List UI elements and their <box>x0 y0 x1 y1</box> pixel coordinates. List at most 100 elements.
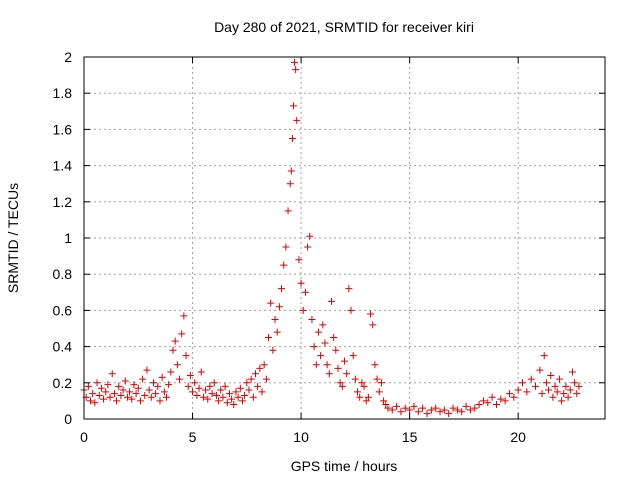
data-point <box>119 386 127 394</box>
data-point <box>271 315 279 323</box>
data-point <box>189 388 197 396</box>
data-point <box>462 402 470 410</box>
data-point <box>538 390 546 398</box>
data-point <box>401 404 409 412</box>
data-point <box>575 382 583 390</box>
data-point <box>165 381 173 389</box>
y-tick-label: 1.4 <box>53 158 73 174</box>
data-point <box>286 180 294 188</box>
x-tick-label: 5 <box>189 429 197 445</box>
data-point <box>345 285 353 293</box>
data-point <box>123 393 131 401</box>
data-point <box>304 243 312 251</box>
data-point <box>299 306 307 314</box>
data-point <box>362 397 370 405</box>
data-point <box>115 382 123 390</box>
data-point <box>297 279 305 287</box>
data-point <box>519 379 527 387</box>
data-point <box>132 390 140 398</box>
data-point <box>206 382 214 390</box>
data-point <box>314 328 322 336</box>
data-point <box>247 375 255 383</box>
data-point <box>130 381 138 389</box>
data-point <box>317 352 325 360</box>
y-axis-label: SRMTID / TECUs <box>5 183 21 293</box>
data-point <box>180 312 188 320</box>
data-point <box>91 399 99 407</box>
data-point <box>169 346 177 354</box>
y-tick-label: 2 <box>64 49 72 65</box>
x-axis-label: GPS time / hours <box>291 458 398 474</box>
data-point <box>547 372 555 380</box>
data-point <box>223 399 231 407</box>
data-point <box>377 379 385 387</box>
data-point <box>93 379 101 387</box>
data-point <box>193 391 201 399</box>
data-point <box>306 232 314 240</box>
data-point <box>367 310 375 318</box>
y-tick-label: 1.6 <box>53 121 73 137</box>
data-point <box>143 366 151 374</box>
data-point <box>104 381 112 389</box>
data-point <box>505 390 513 398</box>
data-point <box>410 402 418 410</box>
data-point <box>338 382 346 390</box>
y-tick-label: 0.8 <box>53 266 73 282</box>
data-point <box>273 328 281 336</box>
data-point <box>336 379 344 387</box>
data-point <box>106 393 114 401</box>
data-point <box>497 395 505 403</box>
data-point <box>225 390 233 398</box>
data-point <box>458 408 466 416</box>
data-point <box>445 410 453 418</box>
data-point <box>280 261 288 269</box>
data-point <box>136 397 144 405</box>
data-point <box>369 321 377 329</box>
data-point <box>332 346 340 354</box>
data-point <box>292 66 300 74</box>
y-tick-label: 0.6 <box>53 302 73 318</box>
data-point <box>241 391 249 399</box>
data-point <box>117 391 125 399</box>
y-tick-label: 1 <box>64 230 72 246</box>
data-point <box>167 368 175 376</box>
data-point <box>258 388 266 396</box>
data-point <box>262 375 270 383</box>
data-point <box>371 361 379 369</box>
data-point <box>384 404 392 412</box>
data-point <box>475 401 483 409</box>
data-point <box>110 390 118 398</box>
data-point <box>414 408 422 416</box>
data-point <box>184 382 192 390</box>
data-point <box>562 382 570 390</box>
data-point <box>191 379 199 387</box>
x-tick-label: 0 <box>80 429 88 445</box>
data-point <box>236 384 244 392</box>
data-point <box>95 391 103 399</box>
data-point <box>141 391 149 399</box>
data-point <box>113 397 121 405</box>
data-point <box>267 299 275 307</box>
data-point <box>288 134 296 142</box>
data-point <box>545 386 553 394</box>
y-tick-label: 0.2 <box>53 375 73 391</box>
data-point <box>89 390 97 398</box>
data-point <box>156 397 164 405</box>
data-point <box>158 373 166 381</box>
chart-title: Day 280 of 2021, SRMTID for receiver kir… <box>214 19 474 35</box>
data-point <box>358 379 366 387</box>
data-point <box>134 384 142 392</box>
data-point <box>432 404 440 412</box>
data-point <box>173 361 181 369</box>
data-point <box>523 388 531 396</box>
data-point <box>532 382 540 390</box>
data-point <box>245 386 253 394</box>
data-point <box>176 375 184 383</box>
data-point <box>419 404 427 412</box>
grid <box>84 57 605 419</box>
axis-ticks: 00.20.40.60.811.21.41.61.820 5 10 15 20 <box>53 49 605 445</box>
data-point <box>310 343 318 351</box>
data-point <box>488 393 496 401</box>
data-point <box>128 395 136 403</box>
data-point <box>527 375 535 383</box>
